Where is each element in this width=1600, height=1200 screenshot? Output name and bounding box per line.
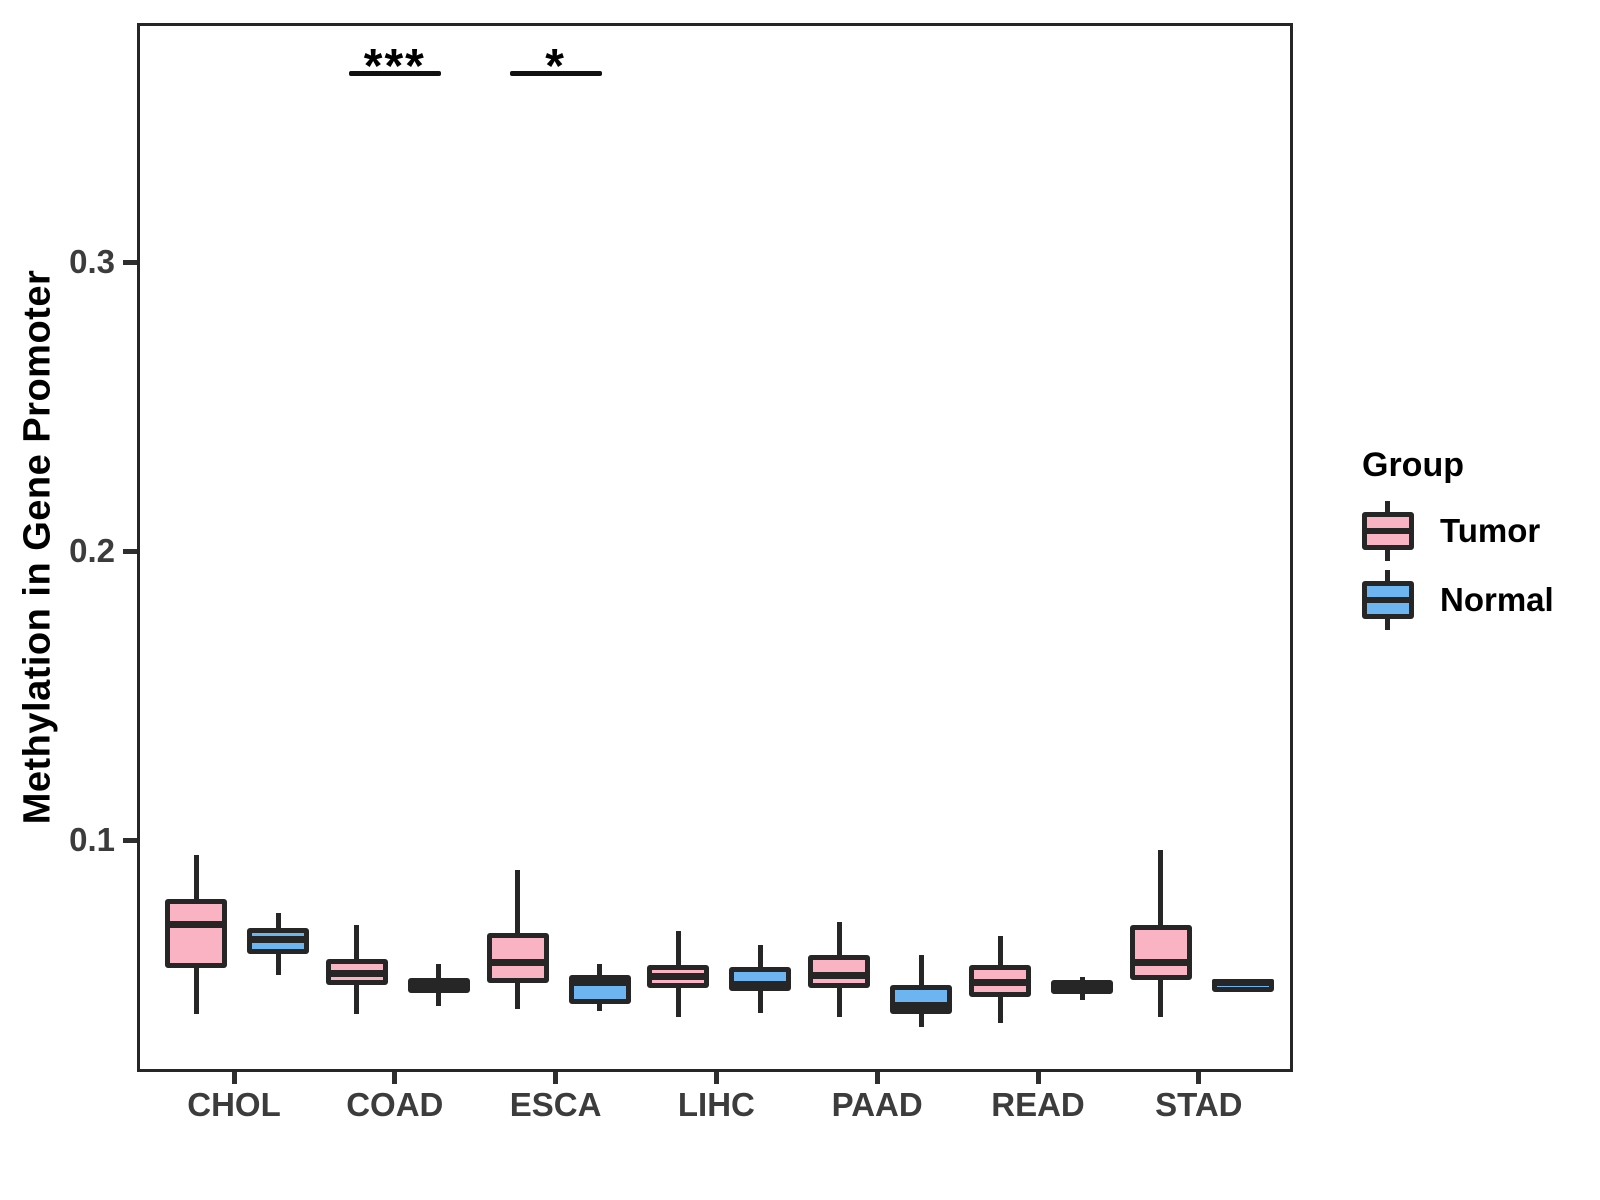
- median-line-lihc-tumor: [647, 973, 710, 981]
- significance-coad: ***: [348, 38, 441, 93]
- median-line-read-normal: [1051, 983, 1113, 991]
- median-line-read-tumor: [969, 979, 1031, 987]
- median-line-paad-normal: [890, 1002, 953, 1010]
- box-paad-normal: [890, 984, 953, 1015]
- median-line-chol-normal: [247, 935, 309, 943]
- x-tick-lihc: [713, 1072, 719, 1084]
- legend-label-normal: Normal: [1440, 581, 1554, 618]
- legend-label-tumor: Tumor: [1440, 512, 1541, 549]
- x-tick-read: [1035, 1072, 1041, 1084]
- y-tick-label-0.2: 0.2: [69, 531, 115, 569]
- median-line-stad-normal: [1211, 979, 1274, 987]
- plot-panel: [137, 23, 1293, 1072]
- y-tick-0.1: [123, 838, 137, 844]
- x-tick-coad: [392, 1072, 398, 1084]
- y-tick-0.3: [123, 260, 137, 266]
- box-esca-tumor: [486, 933, 549, 983]
- boxplot-key-tumor-icon: [1362, 501, 1414, 561]
- median-line-esca-tumor: [486, 958, 549, 966]
- median-line-coad-tumor: [325, 970, 388, 978]
- legend-item-normal: Normal: [1362, 570, 1554, 630]
- x-tick-label-read: READ: [991, 1086, 1085, 1123]
- x-tick-label-coad: COAD: [346, 1086, 444, 1123]
- median-line-paad-tumor: [808, 971, 871, 979]
- legend-title: Group: [1362, 446, 1464, 484]
- x-tick-label-stad: STAD: [1155, 1086, 1243, 1123]
- y-tick-label-0.1: 0.1: [69, 820, 115, 858]
- key-median: [1362, 597, 1414, 603]
- x-tick-label-paad: PAAD: [831, 1086, 923, 1123]
- median-line-coad-normal: [407, 981, 470, 989]
- significance-line-esca: [509, 71, 602, 76]
- median-line-lihc-normal: [729, 981, 792, 989]
- box-stad-tumor: [1129, 924, 1192, 980]
- box-chol-tumor: [165, 898, 227, 969]
- x-tick-label-esca: ESCA: [509, 1086, 602, 1123]
- legend: Group Tumor Normal: [1362, 446, 1554, 639]
- significance-stars-coad: ***: [363, 40, 426, 93]
- key-median: [1362, 528, 1414, 534]
- x-tick-label-chol: CHOL: [187, 1086, 281, 1123]
- x-tick-label-lihc: LIHC: [677, 1086, 755, 1123]
- x-tick-paad: [874, 1072, 880, 1084]
- x-tick-esca: [553, 1072, 559, 1084]
- significance-stars-esca: *: [545, 40, 566, 93]
- y-tick-0.2: [123, 549, 137, 555]
- y-tick-label-0.3: 0.3: [69, 242, 115, 280]
- x-tick-chol: [231, 1072, 237, 1084]
- legend-item-tumor: Tumor: [1362, 501, 1554, 561]
- significance-line-coad: [348, 71, 441, 76]
- x-tick-stad: [1196, 1072, 1202, 1084]
- significance-esca: *: [509, 38, 602, 93]
- median-line-stad-tumor: [1129, 958, 1192, 966]
- boxplot-key-normal-icon: [1362, 570, 1414, 630]
- box-paad-tumor: [808, 955, 871, 989]
- median-line-chol-tumor: [165, 921, 227, 929]
- median-line-esca-normal: [568, 979, 631, 987]
